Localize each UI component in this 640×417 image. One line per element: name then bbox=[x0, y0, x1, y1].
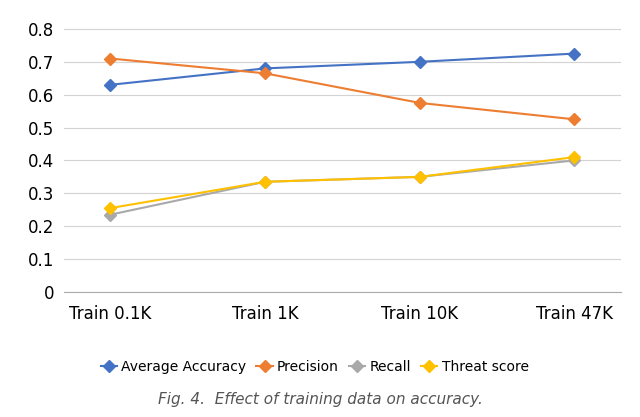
Legend: Average Accuracy, Precision, Recall, Threat score: Average Accuracy, Precision, Recall, Thr… bbox=[100, 360, 529, 374]
Threat score bbox=[106, 206, 114, 211]
Line: Recall: Recall bbox=[106, 156, 579, 219]
Recall bbox=[261, 179, 269, 184]
Threat score bbox=[416, 174, 424, 179]
Recall bbox=[571, 158, 579, 163]
Precision bbox=[106, 56, 114, 61]
Average Accuracy bbox=[106, 82, 114, 87]
Average Accuracy bbox=[416, 59, 424, 64]
Average Accuracy bbox=[571, 51, 579, 56]
Line: Threat score: Threat score bbox=[106, 153, 579, 212]
Precision bbox=[416, 100, 424, 106]
Threat score bbox=[261, 179, 269, 184]
Line: Precision: Precision bbox=[106, 54, 579, 123]
Recall bbox=[416, 174, 424, 179]
Precision bbox=[261, 71, 269, 76]
Text: Fig. 4.  Effect of training data on accuracy.: Fig. 4. Effect of training data on accur… bbox=[157, 392, 483, 407]
Threat score bbox=[571, 155, 579, 160]
Average Accuracy bbox=[261, 66, 269, 71]
Precision bbox=[571, 117, 579, 122]
Recall bbox=[106, 212, 114, 217]
Line: Average Accuracy: Average Accuracy bbox=[106, 50, 579, 89]
